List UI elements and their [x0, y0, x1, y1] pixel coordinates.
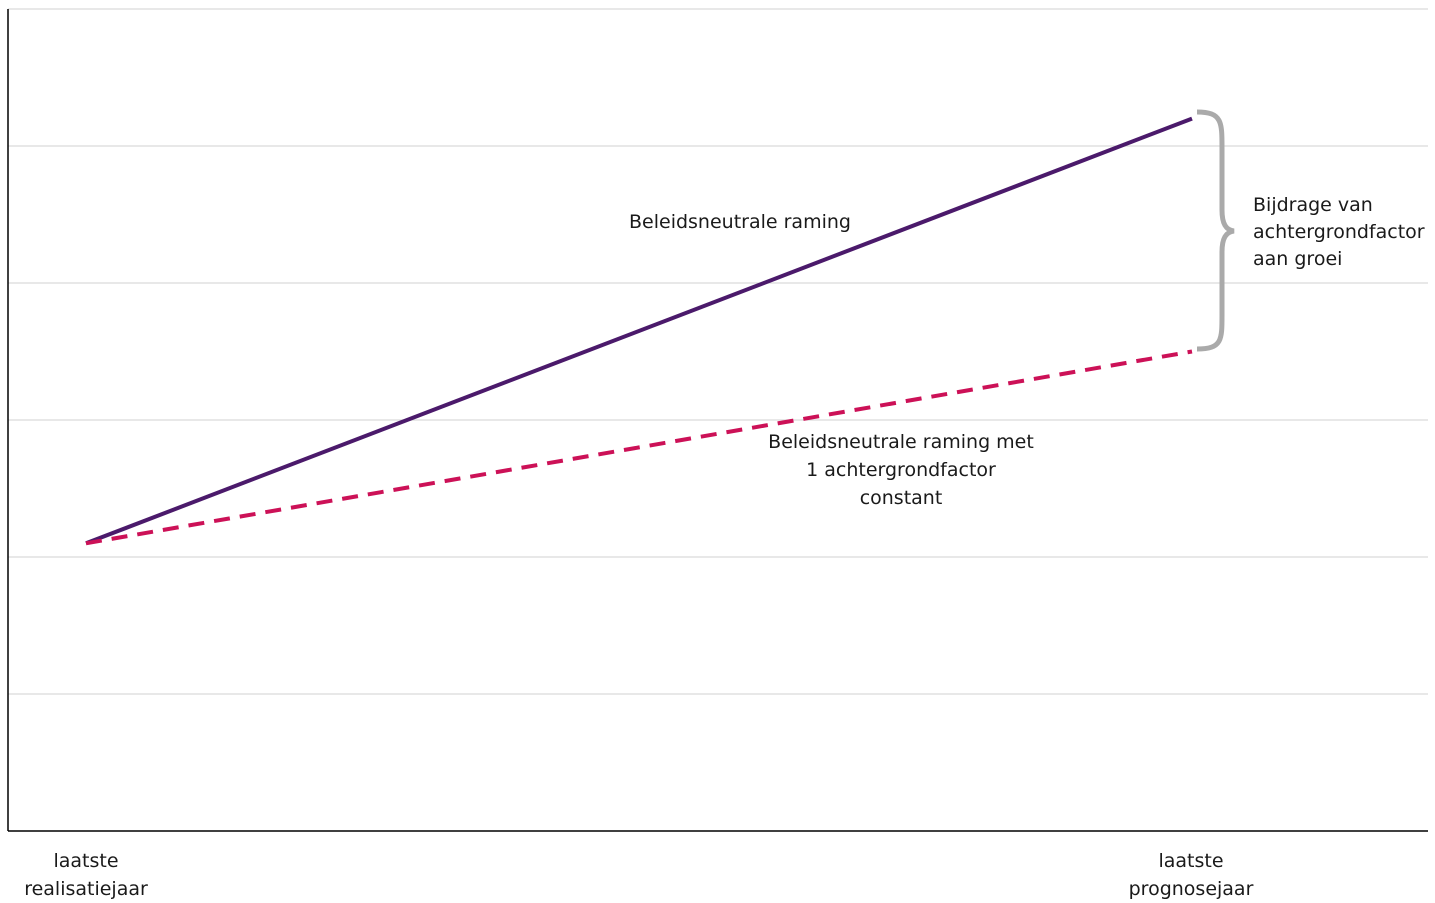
x-tick-start-line-2: realisatiejaar	[24, 878, 148, 900]
x-tick-label-end: laatste prognosejaar	[1105, 847, 1277, 903]
brace-label-line-2: achtergrondfactor	[1253, 221, 1425, 243]
x-tick-end-line-2: prognosejaar	[1128, 878, 1254, 900]
x-tick-end-line-1: laatste	[1158, 850, 1224, 872]
dashed-label-line-1: Beleidsneutrale raming met	[768, 431, 1034, 453]
x-tick-start-line-1: laatste	[53, 850, 119, 872]
brace-label-line-1: Bijdrage van	[1253, 194, 1373, 216]
dashed-series-label: Beleidsneutrale raming met 1 achtergrond…	[750, 428, 1052, 512]
dashed-label-line-2: 1 achtergrondfactor	[806, 459, 996, 481]
brace-label-line-3: aan groei	[1253, 248, 1343, 270]
series-group	[85, 116, 1193, 546]
dashed-label-line-3: constant	[859, 487, 943, 509]
growth-brace	[1196, 109, 1235, 352]
gridlines	[8, 8, 1428, 695]
solid-series-line	[85, 116, 1193, 546]
solid-series-label: Beleidsneutrale raming	[629, 211, 851, 233]
dashed-series-line	[85, 349, 1193, 546]
x-tick-label-start: laatste realisatiejaar	[0, 847, 172, 903]
brace-label: Bijdrage van achtergrondfactor aan groei	[1253, 192, 1425, 273]
